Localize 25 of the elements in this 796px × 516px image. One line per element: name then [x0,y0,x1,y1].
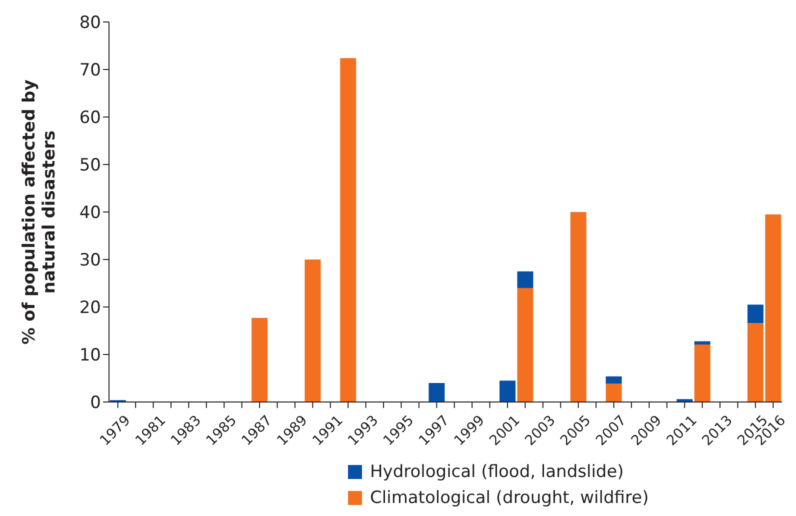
bar [694,344,710,402]
bar [747,304,764,324]
y-tick-label: 40 [79,203,101,224]
y-tick-label: 10 [79,346,101,366]
bar [500,380,516,402]
bar [694,341,710,345]
y-tick-label: 70 [79,60,101,81]
bar [304,260,321,402]
y-tick-label: 50 [79,156,101,176]
bar [517,271,534,288]
bar [606,383,622,402]
bar [517,288,534,402]
bar [428,383,445,402]
bar [252,318,268,402]
legend-label: Climatological (drought, wildfire) [370,488,649,508]
legend-label: Hydrological (flood, landslide) [370,462,624,482]
y-axis-title: % of population affected by natural disasters [19,80,60,344]
y-tick-label: 20 [79,298,101,318]
y-tick-label: 30 [79,250,101,271]
y-tick-label: 0 [90,393,101,414]
y-tick-label: 60 [79,108,101,128]
bar [570,212,586,402]
y-tick-label: 80 [79,13,101,34]
bar [340,58,356,402]
bar [606,376,622,384]
